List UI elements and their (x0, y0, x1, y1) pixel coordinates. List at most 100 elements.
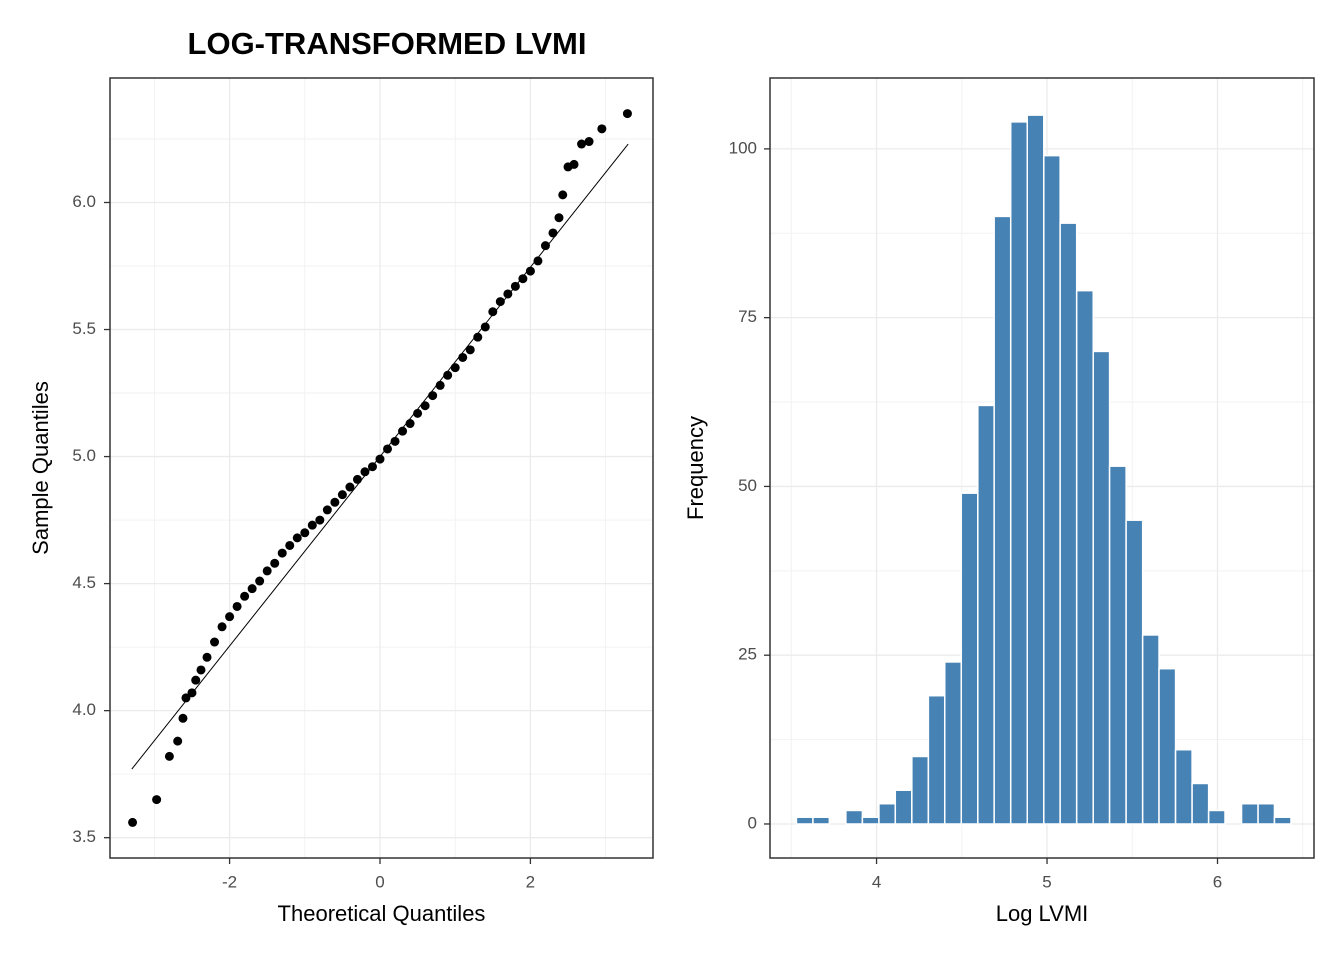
point (152, 795, 162, 805)
point (178, 713, 188, 723)
bar (1207, 809, 1226, 825)
x-tick-label: 4 (872, 872, 881, 891)
point (247, 584, 257, 594)
y-tick-label: 3.5 (72, 827, 96, 846)
bar (977, 404, 995, 825)
x-tick-label: 0 (375, 872, 384, 891)
bar (993, 215, 1012, 825)
point (292, 533, 302, 543)
x-axis-title: Log LVMI (996, 901, 1089, 926)
point (435, 380, 445, 390)
point (277, 548, 287, 558)
x-tick-label: 2 (526, 872, 535, 891)
bar (1043, 154, 1061, 825)
point (337, 490, 347, 500)
point (548, 228, 558, 238)
point (307, 520, 317, 530)
x-tick-label: 6 (1213, 872, 1222, 891)
y-tick-label: 5.0 (72, 446, 96, 465)
point (405, 419, 415, 429)
bar (1059, 222, 1078, 825)
point (488, 307, 498, 317)
bar (1273, 816, 1292, 825)
bar (960, 492, 979, 825)
x-tick-label: 5 (1042, 872, 1051, 891)
x-tick-label: -2 (222, 872, 237, 891)
point (518, 274, 528, 284)
point (164, 751, 174, 761)
y-axis-title: Frequency (683, 416, 708, 520)
panel-border (109, 77, 654, 859)
y-tick-label: 25 (738, 645, 757, 664)
bar (1174, 748, 1193, 825)
point (569, 159, 579, 169)
bar (1141, 634, 1160, 825)
point (128, 817, 138, 827)
x-axis-title: Theoretical Quantiles (278, 901, 486, 926)
point (270, 558, 280, 568)
point (240, 591, 250, 601)
point (367, 462, 377, 472)
chart-title: LOG-TRANSFORMED LVMI (188, 26, 587, 61)
point (525, 266, 535, 276)
bar (1158, 667, 1177, 825)
point (428, 391, 438, 401)
point (420, 401, 430, 411)
bar (878, 802, 897, 825)
point (352, 474, 362, 484)
y-tick-label: 5.5 (72, 319, 96, 338)
point (375, 454, 385, 464)
point (196, 665, 206, 675)
bar (1075, 289, 1094, 825)
point (330, 497, 340, 507)
y-tick-label: 4.0 (72, 700, 96, 719)
bar (1009, 121, 1029, 825)
bar (1108, 465, 1127, 825)
bar (1191, 782, 1210, 825)
y-tick-label: 4.5 (72, 573, 96, 592)
point (345, 482, 355, 492)
bar (845, 809, 864, 825)
bar (894, 789, 913, 825)
y-tick-label: 0 (748, 813, 757, 832)
point (597, 124, 607, 134)
point (210, 637, 220, 647)
point (225, 612, 235, 622)
y-tick-label: 50 (738, 476, 757, 495)
point (584, 137, 594, 147)
point (558, 190, 568, 200)
point (383, 444, 393, 454)
y-tick-label: 100 (729, 138, 757, 157)
point (191, 675, 201, 685)
bar (927, 694, 946, 825)
point (577, 139, 587, 149)
point (473, 332, 483, 342)
bar (1257, 802, 1276, 825)
point (390, 436, 400, 446)
point (540, 241, 550, 251)
point (202, 652, 212, 662)
point (300, 528, 310, 538)
point (413, 408, 423, 418)
point (181, 693, 191, 703)
point (360, 467, 370, 477)
point (510, 281, 520, 291)
point (533, 256, 543, 266)
point (503, 289, 513, 299)
bar (1026, 114, 1045, 825)
point (232, 601, 242, 611)
panel-background (110, 78, 653, 858)
bar (1240, 802, 1259, 825)
point (322, 505, 332, 515)
bar (812, 816, 831, 825)
point (262, 566, 272, 576)
point (173, 736, 183, 746)
point (458, 352, 468, 362)
bar (1125, 519, 1144, 825)
point (187, 688, 197, 698)
y-tick-label: 75 (738, 307, 757, 326)
panel-border (769, 77, 1315, 859)
point (495, 297, 505, 307)
y-tick-label: 6.0 (72, 192, 96, 211)
